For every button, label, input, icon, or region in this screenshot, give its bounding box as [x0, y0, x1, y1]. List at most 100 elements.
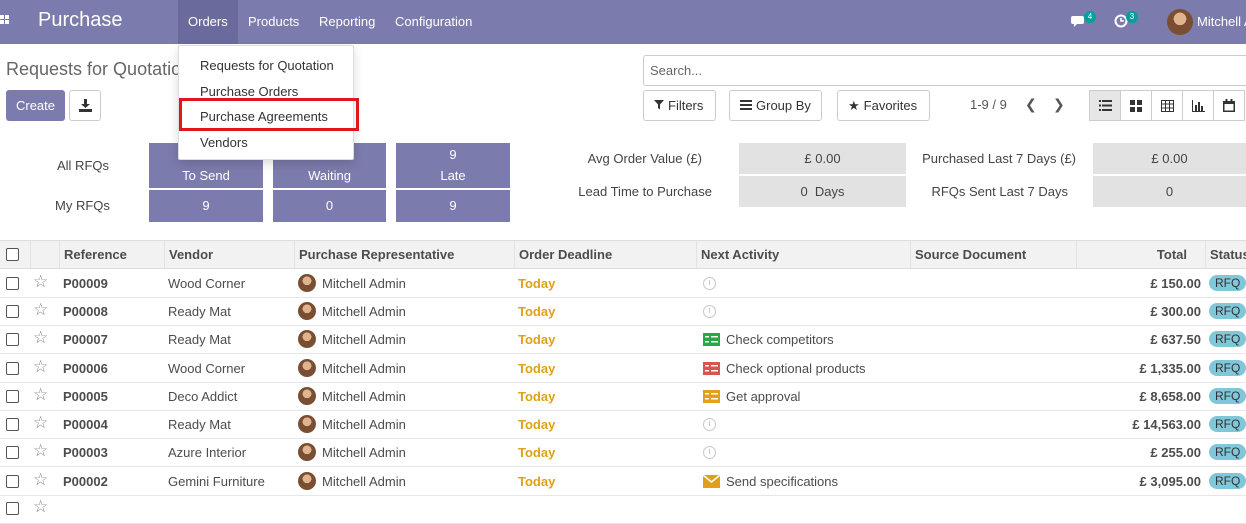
table-row[interactable]: ☆ P00003 Azure Interior Mitchell Admin Today…: [0, 439, 1246, 467]
row-checkbox[interactable]: [6, 390, 19, 403]
favorite-star-icon[interactable]: ☆: [33, 328, 49, 347]
calendar-view-button[interactable]: [1213, 90, 1245, 121]
representative-name: Mitchell Admin: [322, 445, 406, 460]
apps-grid-icon[interactable]: [0, 15, 14, 29]
table-header: Reference Vendor Purchase Representative…: [0, 240, 1246, 269]
user-avatar[interactable]: [1167, 9, 1193, 35]
favorite-star-icon[interactable]: ☆: [33, 357, 49, 376]
cell-vendor: Gemini Furniture: [168, 474, 265, 489]
envelope-icon[interactable]: [702, 474, 721, 488]
my-waiting-value[interactable]: 0: [273, 190, 386, 222]
header-vendor[interactable]: Vendor: [165, 241, 295, 268]
my-late-value[interactable]: 9: [396, 190, 510, 222]
kanban-view-button[interactable]: [1120, 90, 1152, 121]
next-activity-label: Get approval: [726, 389, 801, 404]
tile-late[interactable]: 9 Late: [396, 143, 510, 188]
table-row[interactable]: ☆ P00006 Wood Corner Mitchell Admin Today Che…: [0, 355, 1246, 383]
favorite-star-icon[interactable]: ☆: [33, 497, 49, 516]
favorite-star-icon[interactable]: ☆: [33, 441, 49, 460]
download-button[interactable]: [69, 90, 101, 121]
header-total[interactable]: Total: [1077, 241, 1206, 268]
cell-total: £ 255.00: [1150, 445, 1201, 460]
row-checkbox[interactable]: [6, 502, 19, 515]
cell-next-activity: [703, 445, 716, 460]
row-checkbox[interactable]: [6, 277, 19, 290]
representative-name: Mitchell Admin: [322, 276, 406, 291]
list-view-button[interactable]: [1089, 90, 1121, 121]
status-badge: RFQ: [1209, 473, 1246, 489]
favorite-star-icon[interactable]: ☆: [33, 413, 49, 432]
cell-representative: Mitchell Admin: [298, 387, 406, 405]
cell-reference: P00009: [63, 276, 108, 291]
kpi-rfqs-sent-value: 0: [1093, 176, 1246, 207]
menu-orders[interactable]: Orders: [178, 0, 238, 44]
header-next-activity[interactable]: Next Activity: [697, 241, 911, 268]
kanban-view-icon: [1130, 100, 1142, 112]
group-by-button[interactable]: Group By: [729, 90, 822, 121]
clock-icon[interactable]: [703, 277, 716, 290]
clock-icon[interactable]: [703, 418, 716, 431]
dropdown-purchase-orders[interactable]: Purchase Orders: [200, 84, 299, 99]
cell-total: £ 8,658.00: [1139, 389, 1201, 404]
clock-icon[interactable]: [703, 305, 716, 318]
table-row[interactable]: ☆ P00009 Wood Corner Mitchell Admin Today £ 1…: [0, 270, 1246, 298]
group-by-label: Group By: [756, 98, 811, 113]
my-rfqs-label: My RFQs: [55, 198, 110, 213]
favorite-star-icon[interactable]: ☆: [33, 385, 49, 404]
cell-next-activity: Get approval: [703, 389, 800, 404]
row-checkbox[interactable]: [6, 446, 19, 459]
table-row[interactable]: ☆ P00008 Ready Mat Mitchell Admin Today £ 300…: [0, 298, 1246, 326]
table-row[interactable]: ☆ P00004 Ready Mat Mitchell Admin Today £ 14,…: [0, 411, 1246, 439]
header-purchase-representative[interactable]: Purchase Representative: [295, 241, 515, 268]
select-all-checkbox[interactable]: [6, 248, 19, 261]
dropdown-purchase-agreements[interactable]: Purchase Agreements: [200, 109, 328, 124]
status-badge: RFQ: [1209, 444, 1246, 460]
activity-clock-icon[interactable]: [1114, 13, 1130, 29]
favorite-star-icon[interactable]: ☆: [33, 300, 49, 319]
pager-value[interactable]: 1-9 / 9: [970, 97, 1007, 112]
header-order-deadline[interactable]: Order Deadline: [515, 241, 697, 268]
graph-view-button[interactable]: [1182, 90, 1214, 121]
row-checkbox[interactable]: [6, 333, 19, 346]
representative-avatar: [298, 359, 316, 377]
favorite-star-icon[interactable]: ☆: [33, 272, 49, 291]
user-name[interactable]: Mitchell A: [1197, 14, 1246, 29]
top-navbar: Purchase Orders Products Reporting Confi…: [0, 0, 1246, 44]
chat-icon[interactable]: [1071, 13, 1087, 29]
menu-reporting[interactable]: Reporting: [319, 14, 376, 29]
header-reference[interactable]: Reference: [60, 241, 165, 268]
dropdown-vendors[interactable]: Vendors: [200, 135, 248, 150]
table-row-partial[interactable]: ☆: [0, 496, 1246, 524]
favorite-star-icon[interactable]: ☆: [33, 470, 49, 489]
table-row[interactable]: ☆ P00007 Ready Mat Mitchell Admin Today Check…: [0, 326, 1246, 354]
table-row[interactable]: ☆ P00005 Deco Addict Mitchell Admin Today Get…: [0, 383, 1246, 411]
clock-icon[interactable]: [703, 446, 716, 459]
menu-products[interactable]: Products: [248, 14, 300, 29]
search-input[interactable]: [644, 56, 1204, 85]
header-source-document[interactable]: Source Document: [911, 241, 1077, 268]
menu-configuration[interactable]: Configuration: [395, 14, 473, 29]
row-checkbox[interactable]: [6, 475, 19, 488]
row-checkbox[interactable]: [6, 305, 19, 318]
activity-list-icon[interactable]: [703, 390, 720, 403]
my-to-send-value[interactable]: 9: [149, 190, 263, 222]
favorites-button[interactable]: ★ Favorites: [837, 90, 930, 121]
pager-next-icon[interactable]: ❯: [1053, 96, 1065, 112]
cell-total: £ 14,563.00: [1132, 417, 1201, 432]
pager-previous-icon[interactable]: ❮: [1025, 96, 1037, 112]
view-switcher: [1089, 90, 1245, 121]
cell-order-deadline: Today: [518, 417, 556, 432]
cell-next-activity: [703, 276, 716, 291]
activity-list-icon[interactable]: [703, 333, 720, 346]
dropdown-requests-for-quotation[interactable]: Requests for Quotation: [200, 58, 334, 73]
header-status[interactable]: Status: [1210, 247, 1246, 262]
activity-list-icon[interactable]: [703, 362, 720, 375]
row-checkbox[interactable]: [6, 362, 19, 375]
filters-button[interactable]: Filters: [643, 90, 716, 121]
create-button[interactable]: Create: [6, 90, 65, 121]
table-row[interactable]: ☆ P00002 Gemini Furniture Mitchell Admin Tod…: [0, 468, 1246, 496]
pivot-view-button[interactable]: [1151, 90, 1183, 121]
app-brand[interactable]: Purchase: [38, 9, 123, 31]
representative-name: Mitchell Admin: [322, 304, 406, 319]
row-checkbox[interactable]: [6, 418, 19, 431]
